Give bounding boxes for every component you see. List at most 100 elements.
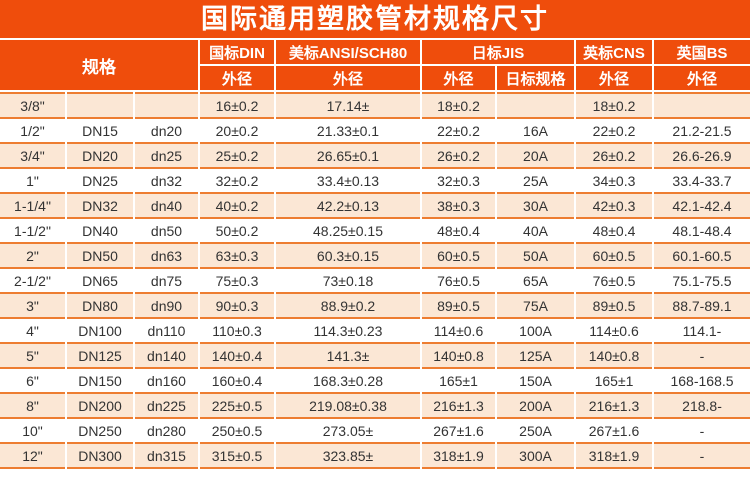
cell-bs-od: 114.1- xyxy=(654,319,750,344)
table-row: 2" DN50 dn63 63±0.3 60.3±0.15 60±0.5 50A 60±0.5… xyxy=(0,244,750,269)
cell-din-dn: DN200 xyxy=(67,394,133,419)
cell-jis-spec: 300A xyxy=(497,444,575,469)
cell-metric-dn: dn50 xyxy=(135,219,198,244)
cell-din-od: 110±0.3 xyxy=(200,319,274,344)
cell-din-dn: DN20 xyxy=(67,144,133,169)
cell-cns-od: 42±0.3 xyxy=(576,194,653,219)
cell-din-od: 40±0.2 xyxy=(200,194,274,219)
cell-jis-spec: 50A xyxy=(497,244,575,269)
cell-metric-dn: dn63 xyxy=(135,244,198,269)
cell-size-inch: 3/4" xyxy=(0,144,65,169)
cell-din-dn: DN15 xyxy=(67,119,133,144)
subheader-bs-od: 外径 xyxy=(654,66,750,92)
cell-din-dn: DN100 xyxy=(67,319,133,344)
subheader-jis-spec: 日标规格 xyxy=(497,66,575,92)
cell-din-dn: DN300 xyxy=(67,444,133,469)
cell-size-inch: 4" xyxy=(0,319,65,344)
table-row: 1" DN25 dn32 32±0.2 33.4±0.13 32±0.3 25A 34±0.3… xyxy=(0,169,750,194)
cell-cns-od: 26±0.2 xyxy=(576,144,653,169)
cell-din-dn: DN125 xyxy=(67,344,133,369)
header-group-din: 国标DIN xyxy=(200,40,274,66)
header-sub-row: 外径 外径 外径 日标规格 外径 外径 xyxy=(0,66,750,92)
cell-din-od: 16±0.2 xyxy=(200,92,274,119)
cell-din-od: 63±0.3 xyxy=(200,244,274,269)
cell-jis-od: 76±0.5 xyxy=(422,269,495,294)
cell-ansi-od: 219.08±0.38 xyxy=(276,394,420,419)
cell-din-dn: DN65 xyxy=(67,269,133,294)
cell-metric-dn: dn280 xyxy=(135,419,198,444)
cell-cns-od: 22±0.2 xyxy=(576,119,653,144)
cell-metric-dn: dn40 xyxy=(135,194,198,219)
cell-din-od: 225±0.5 xyxy=(200,394,274,419)
cell-metric-dn: dn25 xyxy=(135,144,198,169)
cell-din-dn: DN32 xyxy=(67,194,133,219)
cell-metric-dn: dn20 xyxy=(135,119,198,144)
cell-size-inch: 2" xyxy=(0,244,65,269)
table-row: 6" DN150 dn160 160±0.4 168.3±0.28 165±1 150A 16… xyxy=(0,369,750,394)
cell-ansi-od: 273.05± xyxy=(276,419,420,444)
table-row: 2-1/2" DN65 dn75 75±0.3 73±0.18 76±0.5 65A 76±0… xyxy=(0,269,750,294)
cell-ansi-od: 33.4±0.13 xyxy=(276,169,420,194)
cell-din-dn: DN50 xyxy=(67,244,133,269)
cell-jis-od: 140±0.8 xyxy=(422,344,495,369)
cell-cns-od: 60±0.5 xyxy=(576,244,653,269)
cell-din-od: 250±0.5 xyxy=(200,419,274,444)
cell-din-dn: DN250 xyxy=(67,419,133,444)
cell-ansi-od: 73±0.18 xyxy=(276,269,420,294)
table-row: 4" DN100 dn110 110±0.3 114.3±0.23 114±0.6 100A… xyxy=(0,319,750,344)
cell-jis-od: 22±0.2 xyxy=(422,119,495,144)
cell-din-od: 20±0.2 xyxy=(200,119,274,144)
cell-din-dn: DN25 xyxy=(67,169,133,194)
cell-din-od: 160±0.4 xyxy=(200,369,274,394)
cell-cns-od: 114±0.6 xyxy=(576,319,653,344)
subheader-jis-od: 外径 xyxy=(422,66,495,92)
cell-size-inch: 5" xyxy=(0,344,65,369)
cell-bs-od: 88.7-89.1 xyxy=(654,294,750,319)
cell-ansi-od: 26.65±0.1 xyxy=(276,144,420,169)
cell-size-inch: 8" xyxy=(0,394,65,419)
cell-metric-dn: dn110 xyxy=(135,319,198,344)
subheader-din-od: 外径 xyxy=(200,66,274,92)
cell-jis-spec: 250A xyxy=(497,419,575,444)
cell-ansi-od: 114.3±0.23 xyxy=(276,319,420,344)
subheader-ansi-od: 外径 xyxy=(276,66,420,92)
table-row: 3/4" DN20 dn25 25±0.2 26.65±0.1 26±0.2 20A 26±0… xyxy=(0,144,750,169)
cell-bs-od: - xyxy=(654,444,750,469)
cell-jis-od: 114±0.6 xyxy=(422,319,495,344)
cell-jis-spec: 65A xyxy=(497,269,575,294)
cell-size-inch: 1-1/4" xyxy=(0,194,65,219)
cell-din-od: 75±0.3 xyxy=(200,269,274,294)
cell-jis-od: 60±0.5 xyxy=(422,244,495,269)
cell-bs-od: 26.6-26.9 xyxy=(654,144,750,169)
cell-ansi-od: 21.33±0.1 xyxy=(276,119,420,144)
cell-ansi-od: 141.3± xyxy=(276,344,420,369)
cell-jis-spec: 25A xyxy=(497,169,575,194)
cell-din-od: 315±0.5 xyxy=(200,444,274,469)
cell-bs-od xyxy=(654,92,750,119)
table-row: 1/2" DN15 dn20 20±0.2 21.33±0.1 22±0.2 16A 22±0… xyxy=(0,119,750,144)
header-group-ansi: 美标ANSI/SCH80 xyxy=(276,40,420,66)
cell-jis-od: 48±0.4 xyxy=(422,219,495,244)
cell-jis-spec: 75A xyxy=(497,294,575,319)
cell-metric-dn: dn315 xyxy=(135,444,198,469)
cell-bs-od: - xyxy=(654,344,750,369)
cell-din-dn: DN80 xyxy=(67,294,133,319)
cell-jis-od: 267±1.6 xyxy=(422,419,495,444)
cell-metric-dn: dn75 xyxy=(135,269,198,294)
cell-size-inch: 3/8" xyxy=(0,92,65,119)
cell-jis-od: 26±0.2 xyxy=(422,144,495,169)
cell-din-od: 25±0.2 xyxy=(200,144,274,169)
cell-jis-spec: 125A xyxy=(497,344,575,369)
cell-ansi-od: 323.85± xyxy=(276,444,420,469)
cell-ansi-od: 17.14± xyxy=(276,92,420,119)
table-row: 1-1/4" DN32 dn40 40±0.2 42.2±0.13 38±0.3 30A 42… xyxy=(0,194,750,219)
cell-jis-spec xyxy=(497,92,575,119)
cell-jis-spec: 40A xyxy=(497,219,575,244)
cell-jis-spec: 150A xyxy=(497,369,575,394)
page-title: 国际通用塑胶管材规格尺寸 xyxy=(0,0,750,38)
cell-bs-od: 218.8- xyxy=(654,394,750,419)
table-row: 8" DN200 dn225 225±0.5 219.08±0.38 216±1.3 200… xyxy=(0,394,750,419)
cell-cns-od: 318±1.9 xyxy=(576,444,653,469)
header-group-bs: 英国BS xyxy=(654,40,750,66)
